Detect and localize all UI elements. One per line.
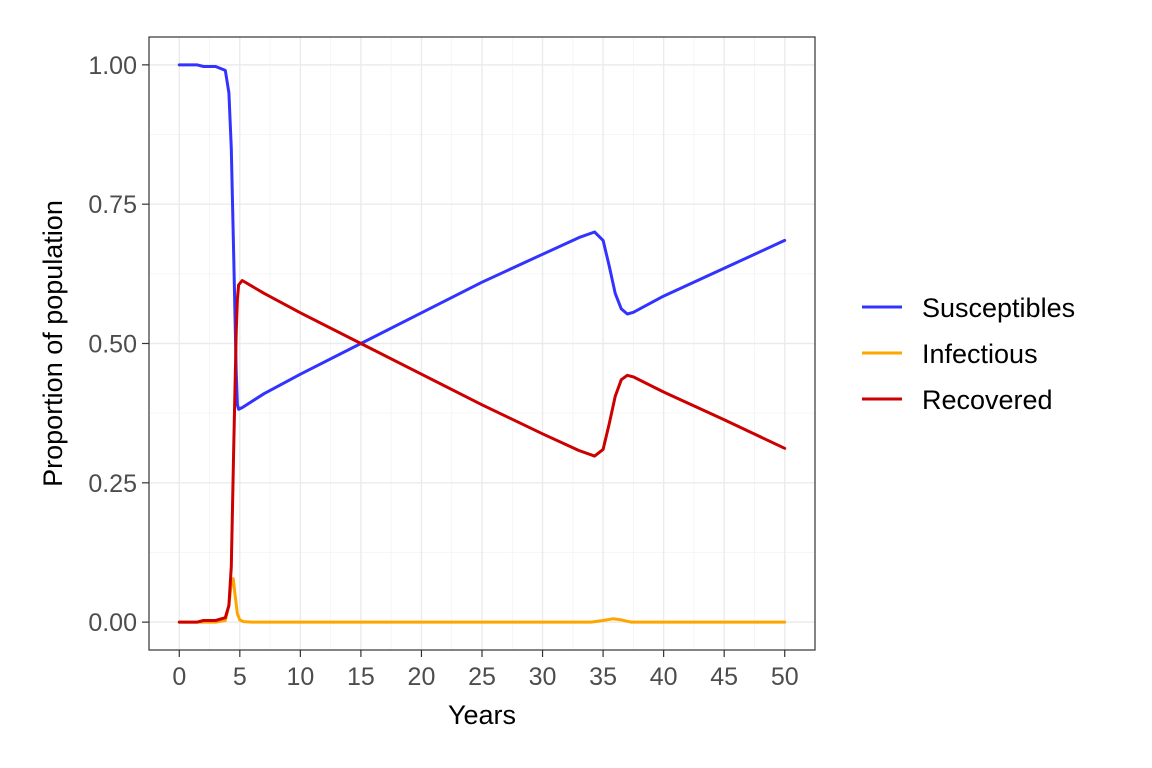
y-tick-label: 0.00 (88, 609, 137, 637)
x-tick-label: 5 (233, 663, 247, 691)
x-tick-label: 10 (286, 663, 314, 691)
x-axis-ticks: 0 5 10 15 20 25 30 35 40 45 50 (172, 650, 799, 691)
y-tick-label: 0.75 (88, 191, 137, 219)
y-axis-ticks: 0.00 0.25 0.50 0.75 1.00 (88, 52, 149, 637)
x-tick-label: 30 (529, 663, 557, 691)
x-tick-label: 20 (408, 663, 436, 691)
x-tick-label: 15 (347, 663, 375, 691)
x-tick-label: 50 (771, 663, 799, 691)
x-tick-label: 40 (650, 663, 678, 691)
x-tick-label: 45 (710, 663, 738, 691)
y-tick-label: 0.50 (88, 331, 137, 359)
x-tick-label: 35 (589, 663, 617, 691)
legend: Susceptibles Infectious Recovered (862, 293, 1075, 415)
legend-label-recovered: Recovered (922, 385, 1053, 415)
y-axis-title: Proportion of population (38, 200, 68, 487)
y-tick-label: 0.25 (88, 470, 137, 498)
x-tick-label: 0 (172, 663, 186, 691)
series-line-recovered (177, 279, 787, 624)
series-layer (177, 63, 787, 624)
x-axis-title: Years (448, 700, 516, 730)
x-tick-label: 25 (468, 663, 496, 691)
legend-label-susceptibles: Susceptibles (922, 293, 1075, 323)
legend-label-infectious: Infectious (922, 339, 1038, 369)
y-tick-label: 1.00 (88, 52, 137, 80)
